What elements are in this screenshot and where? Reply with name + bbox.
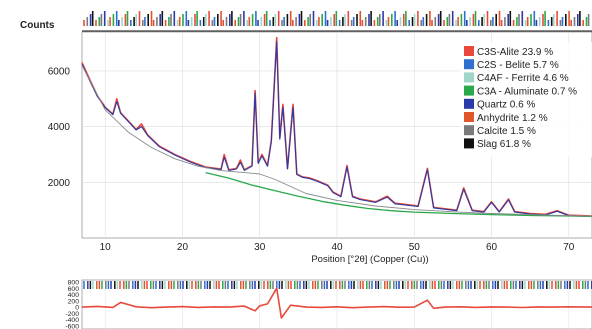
x-tick-label: 50	[409, 242, 421, 253]
diff-y-tick-label: 200	[68, 298, 80, 305]
difference-grid	[104, 290, 570, 329]
calculated-pattern-line	[81, 41, 592, 218]
main-series-group	[81, 36, 592, 218]
diff-y-tick-label: -600	[65, 323, 79, 329]
diff-y-tick-label: 800	[68, 280, 80, 287]
background-line-green	[205, 171, 592, 217]
x-tick-label: 70	[563, 242, 575, 253]
y-tick-label: 6000	[48, 66, 71, 77]
legend-swatch	[464, 138, 474, 149]
diff-y-tick-label: 400	[68, 292, 80, 299]
legend-label: C3A - Aluminate 0.7 %	[477, 86, 577, 97]
legend-swatch	[464, 59, 474, 70]
y-tick-label: 4000	[48, 122, 71, 133]
diff-y-tick-label: -400	[65, 317, 79, 324]
legend-label: Anhydrite 1.2 %	[477, 113, 548, 124]
x-tick-label: 10	[100, 242, 112, 253]
x-tick-label: 40	[331, 242, 343, 253]
diff-y-tick-label: 600	[68, 286, 80, 293]
y-axis-label: Counts	[20, 20, 55, 31]
diff-y-tick-label: -200	[65, 311, 79, 318]
difference-series-group	[81, 287, 592, 319]
y-tick-label: 2000	[48, 178, 71, 189]
legend-label: C2S - Belite 5.7 %	[477, 60, 559, 71]
difference-line	[81, 287, 592, 319]
x-tick-label: 30	[254, 242, 266, 253]
legend: C3S-Alite 23.9 % C2S - Belite 5.7 % C4AF -…	[460, 42, 592, 157]
legend-swatch	[464, 72, 474, 83]
main-x-tick-labels: 10 20 30 40 50 60 70	[100, 242, 575, 253]
background-line-grey	[81, 65, 592, 217]
diff-y-tick-label: 0	[75, 305, 79, 312]
legend-swatch	[464, 85, 474, 96]
legend-label: C3S-Alite 23.9 %	[477, 47, 553, 58]
x-tick-label: 20	[177, 242, 189, 253]
main-y-tick-labels: 2000 4000 6000	[48, 66, 71, 188]
legend-label: Slag 61.8 %	[477, 139, 531, 150]
legend-label: C4AF - Ferrite 4.6 %	[477, 73, 569, 84]
x-axis-label: Position [°2θ] (Copper (Cu))	[311, 254, 428, 265]
legend-swatch	[464, 125, 474, 136]
legend-swatch	[464, 46, 474, 56]
legend-label: Calcite 1.5 %	[477, 126, 536, 137]
phase-marker-strip-bottom	[83, 281, 592, 289]
x-tick-label: 60	[486, 242, 498, 253]
legend-swatch	[464, 98, 474, 109]
legend-label: Quartz 0.6 %	[477, 100, 535, 111]
legend-swatch	[464, 112, 474, 122]
legend-background	[460, 42, 592, 157]
phase-marker-strip-top	[82, 11, 592, 32]
